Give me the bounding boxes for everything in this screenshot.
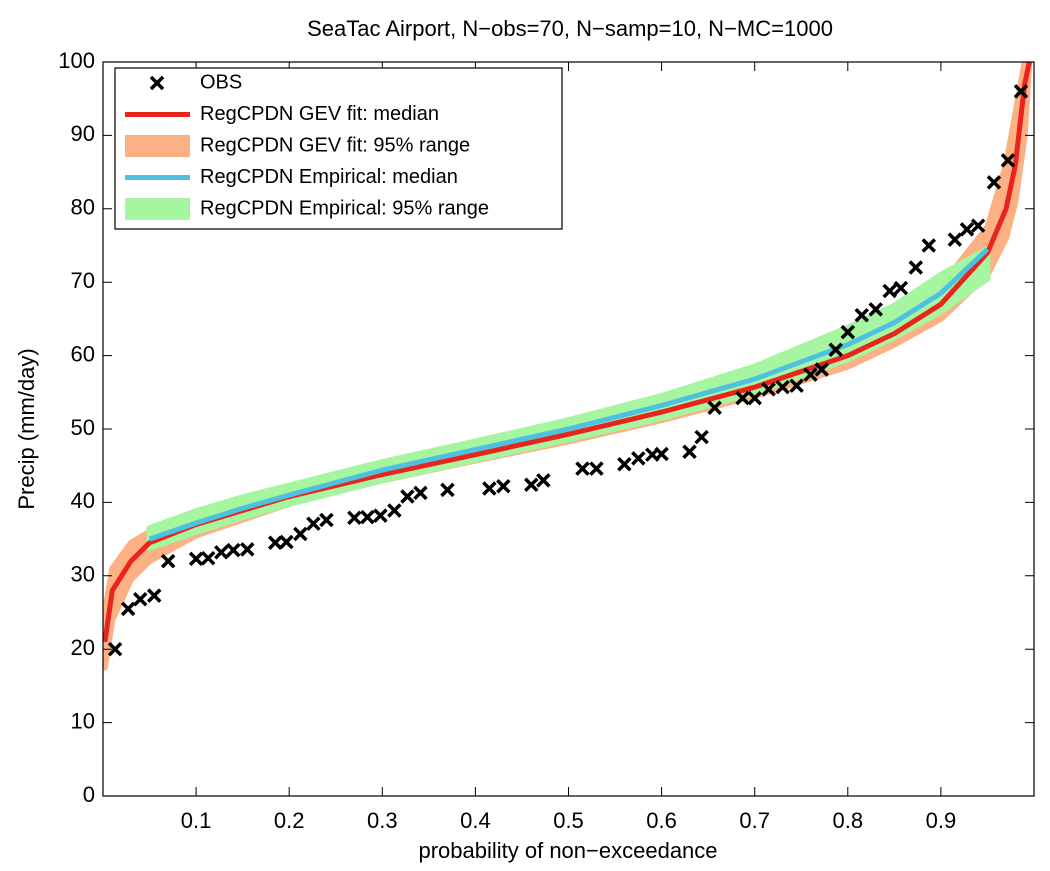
y-tick-label: 60: [71, 341, 95, 366]
obs-marker: [893, 280, 909, 296]
obs-marker: [921, 238, 937, 253]
obs-marker: [959, 222, 975, 237]
obs-marker: [868, 302, 883, 317]
axes-box: [102, 61, 1035, 797]
obs-marker: [908, 260, 924, 275]
obs-marker: [694, 429, 709, 445]
obs-marker: [828, 342, 843, 357]
legend-label: RegCPDN GEV fit: 95% range: [200, 134, 470, 156]
x-axis-label: probability of non−exceedance: [418, 838, 717, 863]
obs-marker: [814, 362, 829, 377]
obs-marker: [947, 232, 963, 247]
legend-label: RegCPDN GEV fit: median: [200, 103, 439, 125]
obs-marker: [631, 451, 646, 466]
x-tick-label: 0.6: [646, 808, 677, 833]
obs-marker: [854, 307, 870, 323]
obs-marker: [840, 324, 856, 340]
x-tick-label: 0.3: [367, 808, 398, 833]
obs-marker: [575, 461, 590, 476]
y-tick-label: 20: [71, 635, 95, 660]
obs-marker: [775, 379, 790, 395]
obs-marker: [789, 378, 804, 393]
obs-marker: [761, 382, 776, 397]
x-tick-label: 0.9: [926, 808, 957, 833]
obs-marker: [735, 390, 750, 406]
obs-marker: [120, 601, 136, 617]
legend-swatch: [125, 135, 190, 157]
obs-marker: [200, 550, 216, 566]
x-tick-label: 0.4: [460, 808, 491, 833]
x-tick-label: 0.5: [553, 808, 584, 833]
obs-marker: [360, 509, 375, 525]
y-tick-label: 100: [58, 48, 95, 73]
obs-marker: [347, 510, 362, 526]
obs-marker: [617, 456, 632, 472]
obs-marker: [654, 446, 669, 462]
obs-marker: [279, 534, 294, 550]
obs-marker: [188, 551, 204, 567]
obs-marker: [1013, 84, 1029, 99]
chart-title: SeaTac Airport, N−obs=70, N−samp=10, N−M…: [307, 16, 833, 41]
x-tick-label: 0.2: [274, 808, 305, 833]
obs-marker: [319, 512, 334, 528]
obs-marker: [226, 542, 241, 558]
obs-marker: [400, 489, 415, 504]
obs-marker: [133, 592, 148, 607]
y-axis-label: Precip (mm/day): [14, 348, 39, 509]
legend-label: RegCPDN Empirical: 95% range: [200, 197, 489, 219]
plot-layer: [103, 62, 1033, 671]
median-line: [103, 62, 1032, 643]
obs-marker: [413, 485, 428, 501]
obs-marker: [160, 553, 176, 569]
y-tick-label: 50: [71, 415, 95, 440]
obs-marker: [536, 473, 551, 488]
y-tick-label: 90: [71, 121, 95, 146]
obs-marker: [373, 508, 388, 523]
obs-marker: [803, 367, 818, 382]
x-tick-label: 0.8: [833, 808, 864, 833]
obs-marker: [496, 479, 511, 494]
obs-marker: [387, 503, 402, 518]
obs-marker: [682, 444, 697, 459]
obs-marker: [440, 482, 455, 498]
legend: OBS RegCPDN GEV fit: median RegCPDN GEV fi…: [114, 67, 563, 230]
obs-marker: [293, 526, 308, 542]
obs-marker: [882, 283, 897, 299]
obs-marker: [213, 545, 229, 560]
obs-marker: [149, 75, 165, 91]
obs-marker: [1000, 153, 1016, 168]
axes-layer: 0 10 20 30 40 50 60 70 80 90 100 0.1 0.2 0.3 0.4 0.5 0.6…: [58, 48, 1035, 833]
y-tick-label: 0: [83, 782, 95, 807]
obs-marker: [970, 218, 986, 233]
obs-marker: [524, 477, 539, 493]
obs-marker: [146, 588, 162, 603]
obs-marker: [306, 516, 321, 531]
obs-marker: [707, 400, 722, 415]
obs-marker: [482, 481, 497, 496]
x-tick-label: 0.1: [181, 808, 212, 833]
y-tick-label: 70: [71, 268, 95, 293]
y-tick-label: 30: [71, 562, 95, 587]
range-band: [146, 246, 991, 551]
obs-marker: [240, 542, 255, 557]
legend-label: RegCPDN Empirical: median: [200, 166, 458, 188]
obs-marker: [589, 461, 604, 476]
x-tick-label: 0.7: [739, 808, 770, 833]
median-line: [148, 247, 990, 542]
legend-label: OBS: [200, 71, 242, 93]
y-tick-label: 80: [71, 195, 95, 220]
obs-marker: [747, 390, 762, 406]
y-tick-label: 40: [71, 488, 95, 513]
obs-marker: [986, 175, 1002, 190]
legend-swatch: [125, 198, 190, 220]
obs-marker: [107, 641, 123, 657]
y-tick-label: 10: [71, 708, 95, 733]
